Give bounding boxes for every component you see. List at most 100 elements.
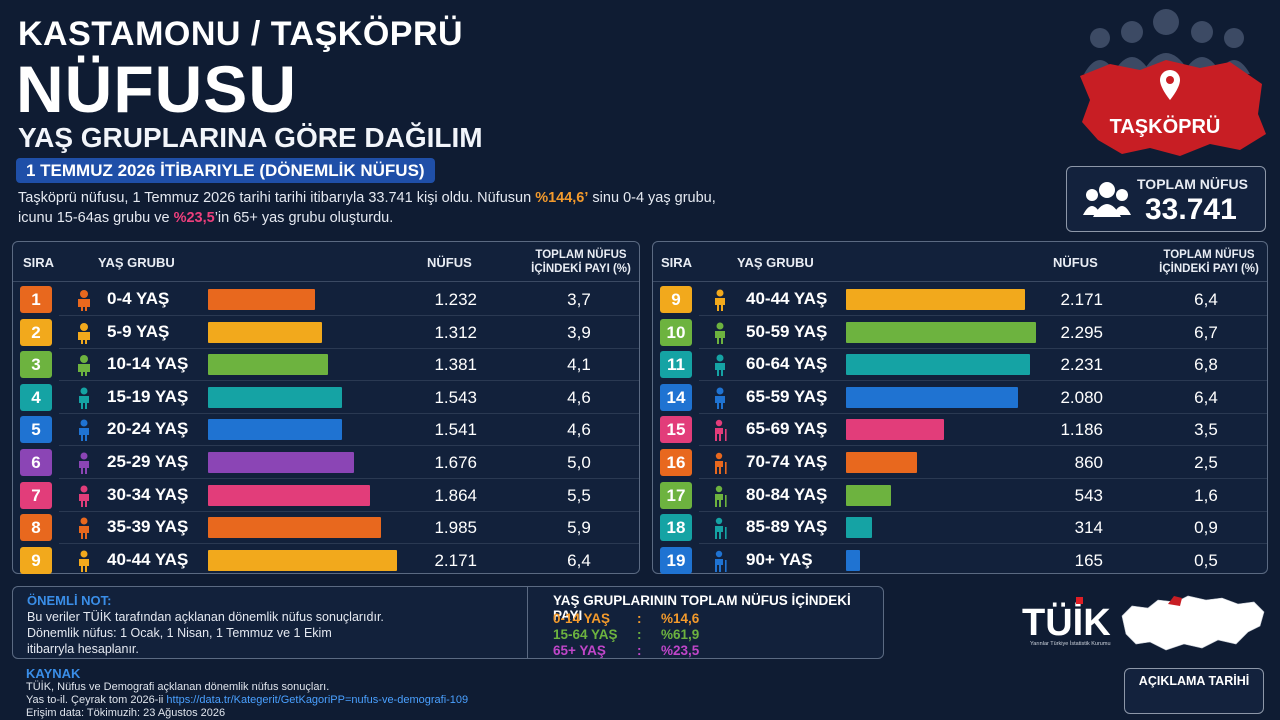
note-panel: ÖNEMLİ NOT: Bu veriler TÜİK tarafından a… bbox=[12, 586, 884, 659]
age-group-label: 65-59 YAŞ bbox=[746, 386, 828, 406]
person-elder-icon bbox=[715, 517, 727, 540]
table-row: 16 70-74 YAŞ 860 2,5 bbox=[653, 446, 1267, 479]
age-group-label: 85-89 YAŞ bbox=[746, 517, 828, 537]
location-pin-icon bbox=[1160, 70, 1180, 100]
rank-badge: 5 bbox=[20, 416, 52, 444]
col-age-header: YAŞ GRUBU bbox=[737, 255, 814, 270]
table-row: 9 40-44 YAŞ 2.171 6,4 bbox=[13, 544, 639, 577]
population-bar bbox=[846, 419, 944, 441]
person-child-icon bbox=[78, 290, 90, 311]
person-child-icon bbox=[78, 322, 90, 344]
share-value: 4,6 bbox=[567, 420, 591, 440]
population-bar bbox=[846, 354, 1031, 376]
table-row: 17 80-84 YAŞ 543 1,6 bbox=[653, 479, 1267, 512]
total-value: 33.741 bbox=[1145, 193, 1237, 226]
person-adult-icon bbox=[79, 419, 89, 442]
table-row: 19 90+ YAŞ 165 0,5 bbox=[653, 544, 1267, 577]
population-bar bbox=[208, 549, 397, 571]
rank-badge: 18 bbox=[660, 514, 692, 542]
share-summary-title: YAŞ GRUPLARININ TOPLAM NÜFUS İÇİNDEKİ PA… bbox=[553, 593, 851, 623]
person-adult-icon bbox=[79, 550, 89, 572]
table-row: 11 60-64 YAŞ 2.231 6,8 bbox=[653, 348, 1267, 382]
table-row: 18 85-89 YAŞ 314 0,9 bbox=[653, 511, 1267, 545]
release-date-card: AÇIKLAMA TARİHİ bbox=[1124, 668, 1264, 714]
share-value: 0,9 bbox=[1194, 518, 1218, 538]
note-text: Bu veriler TÜİK tarafından açklanan döne… bbox=[27, 610, 384, 656]
population-bar bbox=[208, 386, 343, 408]
population-bar bbox=[846, 386, 1018, 408]
total-population-card: TOPLAM NÜFUS 33.741 bbox=[1066, 166, 1266, 232]
share-value: 6,8 bbox=[1194, 355, 1218, 375]
table-row: 4 15-19 YAŞ 1.543 4,6 bbox=[13, 381, 639, 414]
population-value: 1.541 bbox=[434, 420, 477, 440]
share-value: 6,7 bbox=[1194, 322, 1218, 342]
share-value: 3,7 bbox=[567, 290, 591, 309]
summary-text: Taşköprü nüfusu, 1 Temmuz 2026 tarihi ta… bbox=[18, 190, 716, 226]
table-row: 14 65-59 YAŞ 2.080 6,4 bbox=[653, 381, 1267, 414]
population-bar bbox=[208, 484, 371, 506]
person-adult-icon bbox=[79, 387, 89, 409]
share-value: 5,0 bbox=[567, 453, 591, 472]
person-elder-icon bbox=[715, 550, 727, 572]
age-group-label: 90+ YAŞ bbox=[746, 549, 813, 569]
total-label: TOPLAM NÜFUS bbox=[1137, 176, 1248, 192]
rank-badge: 9 bbox=[660, 286, 692, 313]
age-group-label: 70-74 YAŞ bbox=[746, 452, 828, 471]
population-value: 2.080 bbox=[1060, 387, 1103, 407]
col-share-header: TOPLAM NÜFUS İÇİNDEKİ PAYI (%) bbox=[1159, 249, 1259, 275]
rank-badge: 7 bbox=[20, 481, 52, 509]
emblem-place-label: TAŞKÖPRÜ bbox=[1109, 116, 1221, 138]
rank-badge: 16 bbox=[660, 449, 692, 476]
rank-badge: 11 bbox=[660, 351, 692, 379]
population-bar bbox=[846, 321, 1036, 343]
share-value: 4,6 bbox=[567, 387, 591, 407]
population-value: 1.232 bbox=[434, 290, 477, 309]
release-date-label: AÇIKLAMA TARİHİ bbox=[1138, 674, 1250, 688]
age-group-label: 10-14 YAŞ bbox=[107, 354, 189, 374]
rank-badge: 2 bbox=[20, 318, 52, 346]
source-title: KAYNAK bbox=[26, 666, 81, 681]
population-bar bbox=[208, 321, 323, 343]
population-value: 1.864 bbox=[434, 485, 477, 505]
population-value: 2.295 bbox=[1060, 322, 1103, 342]
tuik-logo-text: TÜİK bbox=[1022, 601, 1111, 641]
person-adult-icon bbox=[715, 354, 725, 377]
summary-highlight-elder: %23,5 bbox=[173, 210, 215, 226]
population-value: 165 bbox=[1074, 550, 1103, 570]
population-value: 1.312 bbox=[434, 322, 477, 342]
share-value: 0,5 bbox=[1194, 550, 1218, 570]
population-bar bbox=[846, 452, 918, 473]
col-age-header: YAŞ GRUBU bbox=[98, 255, 175, 270]
population-value: 2.171 bbox=[434, 550, 477, 570]
age-group-label: 80-84 YAŞ bbox=[746, 484, 828, 504]
summary-highlight-child: %144,6’ bbox=[535, 190, 589, 206]
population-value: 314 bbox=[1074, 518, 1103, 538]
table-row: 9 40-44 YAŞ 2.171 6,4 bbox=[653, 283, 1267, 316]
age-group-label: 20-24 YAŞ bbox=[107, 419, 189, 439]
col-rank-header: SIRA bbox=[661, 255, 693, 270]
table-row: 8 35-39 YAŞ 1.985 5,9 bbox=[13, 511, 639, 545]
population-bar bbox=[208, 517, 381, 539]
source-panel: KAYNAK TÜİK, Nüfus ve Demografi açklanan… bbox=[12, 664, 1268, 719]
person-adult-icon bbox=[715, 387, 725, 409]
population-bar bbox=[846, 549, 860, 571]
table-row: 3 10-14 YAŞ 1.381 4,1 bbox=[13, 348, 639, 382]
page-title: NÜFUSU bbox=[16, 52, 297, 126]
col-rank-header: SIRA bbox=[23, 255, 55, 270]
person-elder-icon bbox=[715, 452, 727, 474]
population-bar bbox=[846, 289, 1026, 310]
rank-badge: 15 bbox=[660, 416, 692, 444]
person-adult-icon bbox=[79, 517, 89, 540]
rank-badge: 19 bbox=[660, 546, 692, 574]
rank-badge: 4 bbox=[20, 383, 52, 411]
table-row: 7 30-34 YAŞ 1.864 5,5 bbox=[13, 479, 639, 512]
population-value: 860 bbox=[1074, 453, 1103, 472]
col-population-header: NÜFUS bbox=[1053, 255, 1098, 270]
crowd-icon bbox=[1080, 9, 1266, 156]
table-row: 15 65-69 YAŞ 1.186 3,5 bbox=[653, 413, 1267, 447]
source-link[interactable]: https://data.tr/Kategerit/GetKagoriPP=nu… bbox=[166, 694, 469, 706]
share-value: 3,5 bbox=[1194, 420, 1218, 440]
table-row: 6 25-29 YAŞ 1.676 5,0 bbox=[13, 446, 639, 479]
age-group-label: 40-44 YAŞ bbox=[746, 289, 828, 308]
col-population-header: NÜFUS bbox=[427, 255, 472, 270]
